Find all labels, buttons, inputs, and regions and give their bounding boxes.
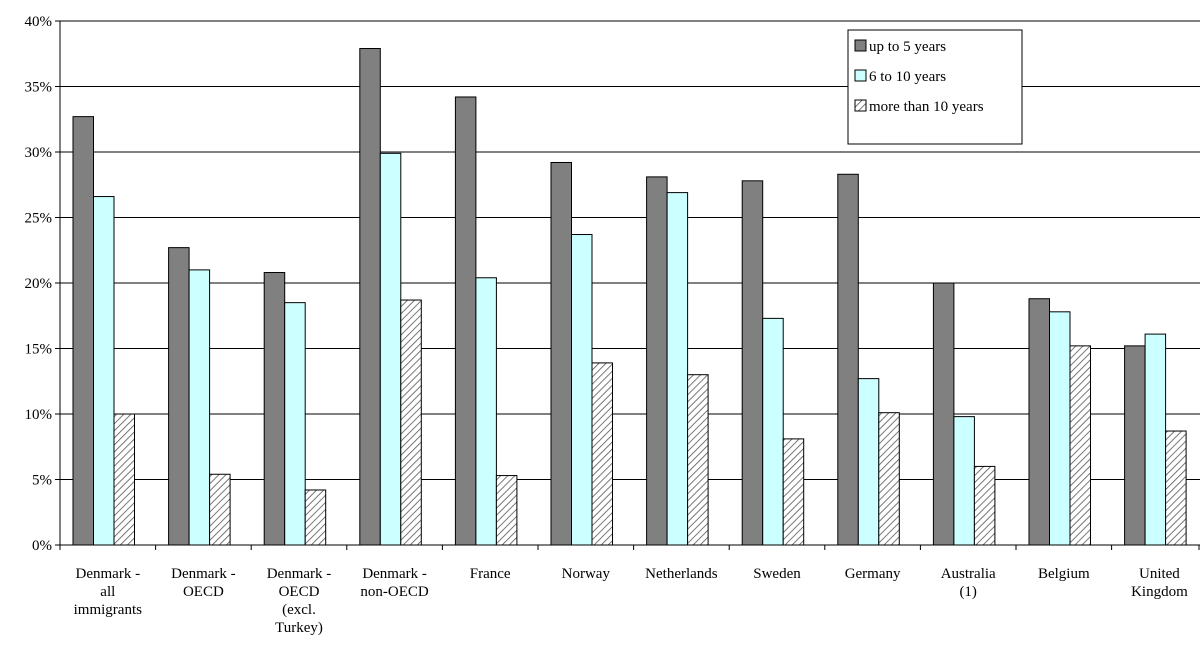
bar-up-to-5-years (550, 161, 572, 546)
bar-more-than-10-years (687, 374, 709, 546)
bar-more-than-10-years (1165, 430, 1187, 546)
bar-6-to-10-years (953, 416, 975, 546)
bar-up-to-5-years (1028, 298, 1050, 546)
x-tick-label: Australia (1) (941, 566, 996, 600)
x-tick-label: Sweden (753, 566, 801, 582)
legend-label: more than 10 years (869, 99, 984, 115)
bar-up-to-5-years (932, 282, 955, 546)
y-tick-label: 0% (32, 538, 52, 554)
x-tick-label: Belgium (1038, 566, 1090, 582)
x-tick-label: Denmark -OECD (excl. Turkey) (267, 566, 332, 636)
x-tick-labels: Denmark -all immigrants Denmark -OECD Denma… (74, 566, 1188, 636)
y-tick-labels: 0% 5% 10% 15% 20% 25% 30% 35% 40% (25, 14, 53, 554)
y-tick-label: 30% (25, 145, 53, 161)
bar-up-to-5-years (646, 176, 668, 546)
bar-up-to-5-years (741, 180, 764, 546)
y-tick-label: 25% (25, 211, 53, 227)
y-tick-label: 5% (32, 473, 52, 489)
bar-more-than-10-years (113, 413, 135, 546)
bar-more-than-10-years (1069, 345, 1091, 546)
bar-6-to-10-years (93, 196, 115, 546)
bar-up-to-5-years (263, 272, 286, 546)
x-tick-label: Denmark -OECD (171, 566, 236, 600)
bar-up-to-5-years (168, 247, 190, 546)
bar-6-to-10-years (762, 317, 784, 546)
y-tick-label: 40% (25, 14, 53, 30)
y-tick-label: 35% (25, 80, 53, 96)
bar-6-to-10-years (857, 378, 880, 546)
x-tick-label: Denmark -non-OECD (360, 566, 428, 600)
bar-up-to-5-years (454, 96, 477, 546)
bar-6-to-10-years (188, 269, 211, 546)
x-tick-label: France (470, 566, 511, 582)
bar-6-to-10-years (1144, 333, 1167, 546)
bar-up-to-5-years (837, 173, 859, 546)
bar-more-than-10-years (973, 465, 996, 546)
bar-6-to-10-years (571, 234, 593, 546)
bar-up-to-5-years (72, 116, 94, 546)
gridlines (60, 20, 1200, 480)
x-tick-label: Germany (845, 566, 901, 582)
x-tick-label: United Kingdom (1131, 566, 1188, 600)
x-tick-label: Netherlands (645, 566, 718, 582)
bar-more-than-10-years (495, 475, 518, 546)
bar-more-than-10-years (209, 473, 231, 546)
bar-6-to-10-years (1049, 311, 1071, 546)
x-tick-label: Denmark -all immigrants (74, 566, 142, 618)
bar-up-to-5-years (1124, 345, 1146, 546)
y-tick-label: 20% (25, 276, 53, 292)
y-tick-label: 15% (25, 342, 53, 358)
bar-more-than-10-years (878, 412, 900, 546)
bar-6-to-10-years (284, 302, 306, 546)
bar-more-than-10-years (304, 489, 327, 546)
y-tick-label: 10% (25, 407, 53, 423)
legend: up to 5 years 6 to 10 years more than 10 y… (847, 29, 1023, 145)
bar-more-than-10-years (782, 438, 805, 546)
bar-6-to-10-years (379, 152, 402, 546)
legend-swatch (854, 39, 867, 52)
bar-6-to-10-years (475, 277, 497, 546)
legend-swatch (854, 69, 867, 82)
x-tick-label: Norway (562, 566, 611, 582)
bar-more-than-10-years (400, 299, 422, 546)
legend-label: up to 5 years (869, 39, 946, 55)
legend-swatch (854, 99, 867, 112)
bar-up-to-5-years (359, 48, 381, 546)
bar-more-than-10-years (591, 362, 613, 546)
bar-6-to-10-years (666, 192, 689, 546)
legend-label: 6 to 10 years (869, 69, 946, 85)
legend-box (847, 29, 1023, 145)
axes (55, 20, 1200, 550)
